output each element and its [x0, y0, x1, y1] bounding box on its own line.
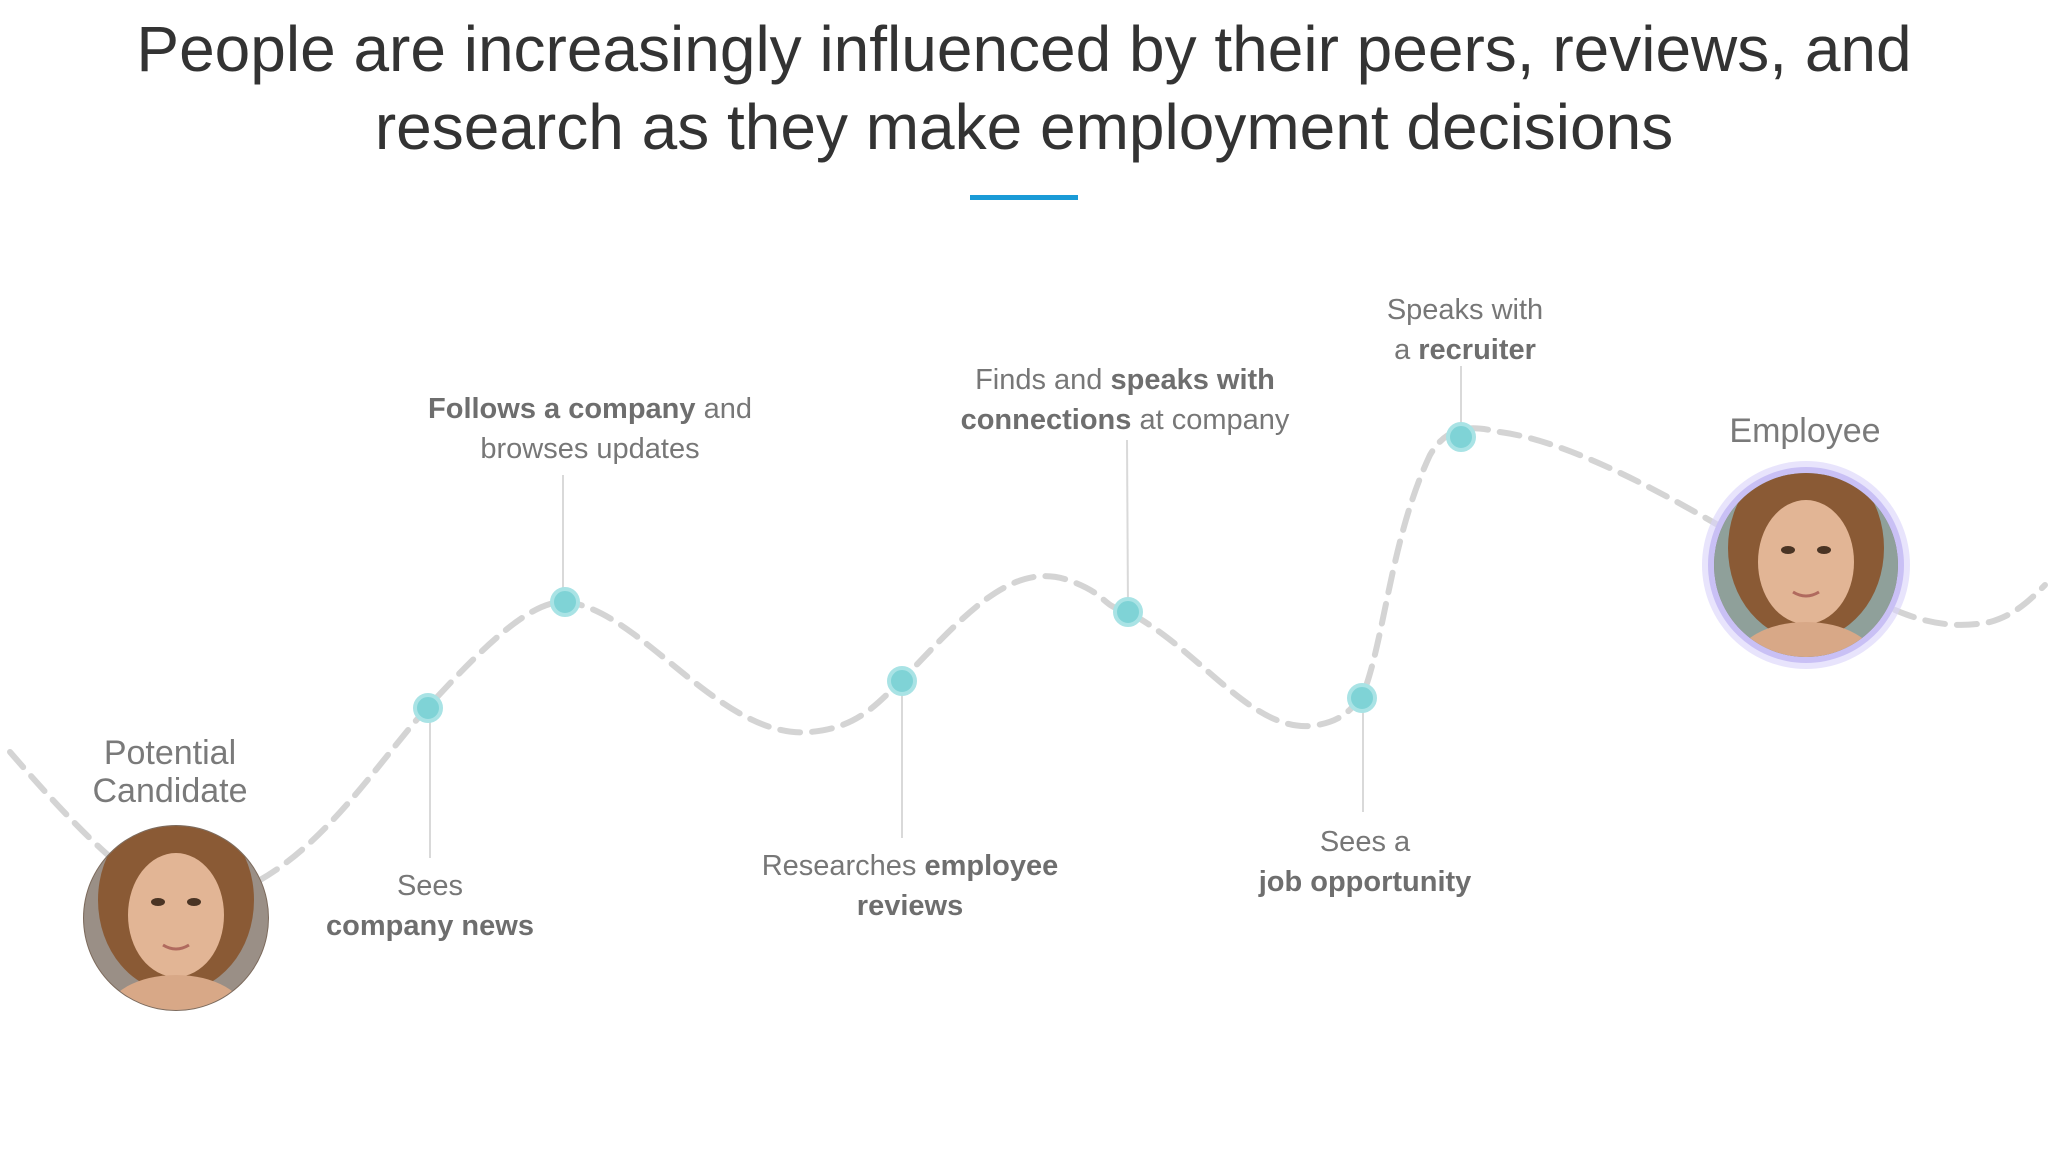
step-node-5 — [1347, 683, 1377, 713]
step-4-pre: Finds and — [975, 364, 1111, 396]
step-4-post-line2: at company — [1131, 404, 1290, 436]
step-6-bold-line2: recruiter — [1418, 334, 1536, 366]
step-5-pre: Sees a — [1319, 826, 1411, 858]
title-line-1: People are increasingly influenced by th… — [136, 13, 1912, 85]
title-accent-rule — [970, 195, 1078, 200]
step-1-bold: company news — [326, 910, 534, 942]
step-4-bold-line2: connections — [960, 404, 1132, 436]
start-label-line-2: Candidate — [92, 772, 248, 810]
step-label-3: Researches employee reviews — [730, 846, 1090, 926]
step-2-line2: browses updates — [480, 433, 700, 465]
page-title: People are increasingly influenced by th… — [0, 10, 2048, 166]
step-node-6 — [1446, 422, 1476, 452]
end-label: Employee — [1700, 412, 1910, 450]
step-label-6: Speaks with a recruiter — [1340, 290, 1590, 370]
title-line-2: research as they make employment decisio… — [374, 91, 1674, 163]
step-node-1 — [413, 693, 443, 723]
step-node-3 — [887, 666, 917, 696]
step-2-post: and — [695, 393, 752, 425]
step-3-bold-line2: reviews — [856, 890, 964, 922]
step-label-2: Follows a company and browses updates — [390, 389, 790, 469]
step-6-pre: Speaks with — [1386, 294, 1544, 326]
step-label-1: Sees company news — [300, 866, 560, 946]
employee-avatar — [1702, 461, 1910, 669]
step-5-bold-line2: job opportunity — [1258, 866, 1472, 898]
step-node-2 — [550, 587, 580, 617]
step-label-4: Finds and speaks with connections at com… — [935, 360, 1315, 440]
end-label-text: Employee — [1729, 412, 1881, 450]
candidate-avatar — [83, 825, 269, 1011]
step-3-bold: employee — [924, 850, 1059, 882]
step-4-bold: speaks with — [1110, 364, 1275, 396]
step-label-5: Sees a job opportunity — [1220, 822, 1510, 902]
step-3-pre: Researches — [761, 850, 925, 882]
step-node-4 — [1113, 597, 1143, 627]
start-label: Potential Candidate — [70, 734, 270, 810]
step-2-bold: Follows a company — [428, 393, 696, 425]
connector-line — [1126, 439, 1129, 611]
step-1-text: Sees — [396, 870, 464, 902]
step-6-line2-pre: a — [1394, 334, 1419, 366]
start-label-line-1: Potential — [103, 734, 237, 772]
